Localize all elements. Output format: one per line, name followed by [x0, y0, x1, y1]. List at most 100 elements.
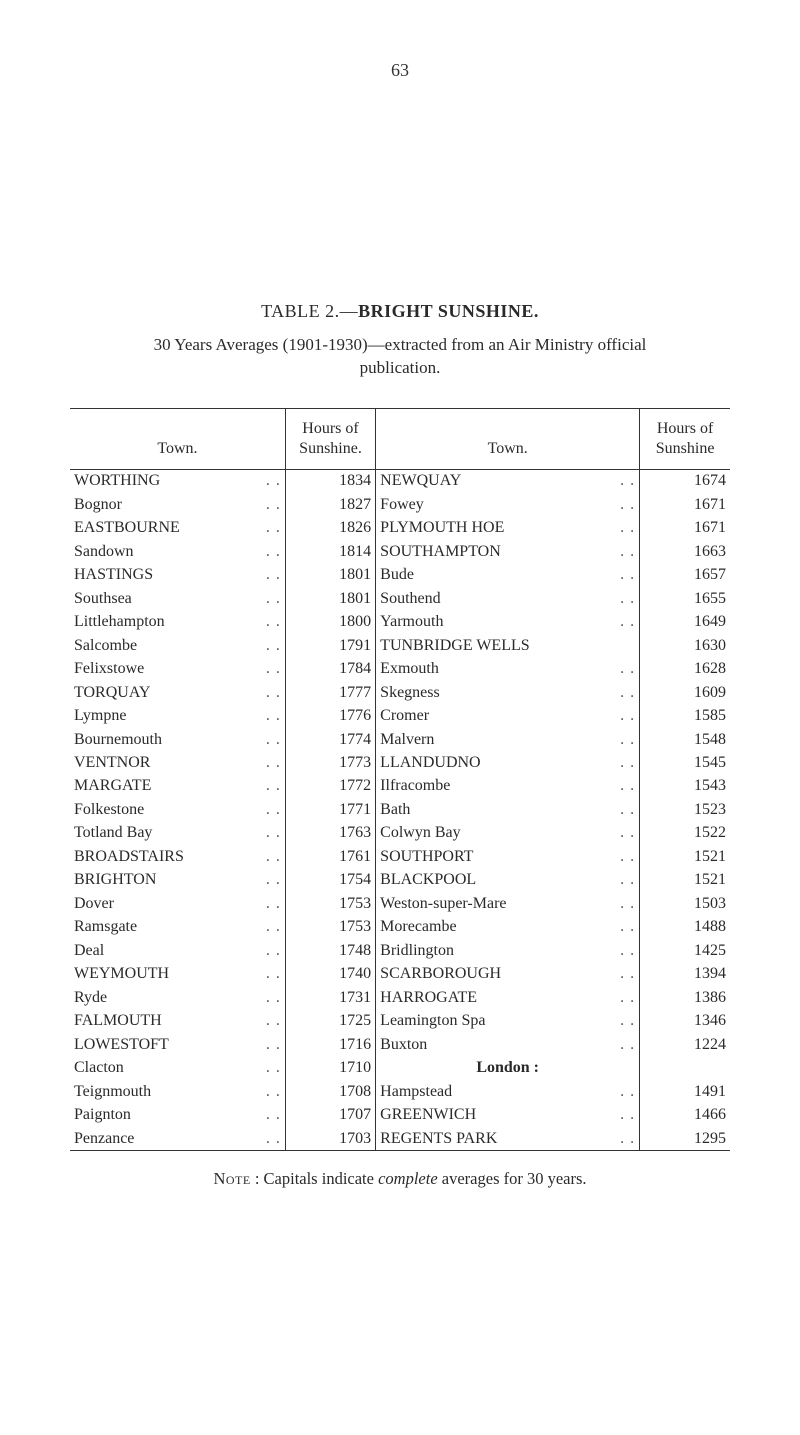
- town-cell-right: GREENWICH. .: [376, 1104, 640, 1127]
- town-cell-left: Penzance . .: [70, 1127, 285, 1150]
- town-cell-left: Salcombe . .: [70, 634, 285, 657]
- hours-cell-right: 1628: [640, 658, 730, 681]
- town-cell-right: Yarmouth. .: [376, 611, 640, 634]
- footnote-text-2: averages for 30 years.: [438, 1169, 587, 1188]
- footnote-text-1: Capitals indicate: [264, 1169, 379, 1188]
- footnote: Note : Capitals indicate complete averag…: [70, 1169, 730, 1189]
- table-row: Felixstowe . .1784Exmouth. .1628: [70, 658, 730, 681]
- town-cell-left: VENTNOR . .: [70, 752, 285, 775]
- town-cell-right: SOUTHAMPTON. .: [376, 540, 640, 563]
- hours-cell-right: 1425: [640, 939, 730, 962]
- hours-cell-right: 1548: [640, 728, 730, 751]
- town-cell-left: HASTINGS . .: [70, 564, 285, 587]
- hours-cell-right: 1655: [640, 587, 730, 610]
- town-cell-right: Ilfracombe. .: [376, 775, 640, 798]
- town-cell-left: Teignmouth . .: [70, 1080, 285, 1103]
- table-row: WEYMOUTH . .1740SCARBOROUGH. .1394: [70, 963, 730, 986]
- hours-cell-right: 1671: [640, 517, 730, 540]
- table-row: Littlehampton . .1800Yarmouth. .1649: [70, 611, 730, 634]
- table-row: VENTNOR . .1773LLANDUDNO. .1545: [70, 752, 730, 775]
- hours-cell-left: 1777: [285, 681, 375, 704]
- hours-cell-left: 1753: [285, 892, 375, 915]
- hours-cell-right: 1488: [640, 916, 730, 939]
- table-row: Totland Bay . .1763Colwyn Bay. .1522: [70, 822, 730, 845]
- hours-cell-right: 1394: [640, 963, 730, 986]
- sunshine-table: Town. Hours of Sunshine. Town. Hours of …: [70, 409, 730, 1151]
- hours-cell-right: 1671: [640, 493, 730, 516]
- table-row: Folkestone . .1771Bath. .1523: [70, 798, 730, 821]
- town-cell-left: Lympne . .: [70, 705, 285, 728]
- hours-cell-left: 1826: [285, 517, 375, 540]
- hours-cell-right: 1585: [640, 705, 730, 728]
- table-row: Salcombe . .1791TUNBRIDGE WELLS1630: [70, 634, 730, 657]
- table-row: Teignmouth . .1708Hampstead. .1491: [70, 1080, 730, 1103]
- town-cell-right: Exmouth. .: [376, 658, 640, 681]
- hours-cell-left: 1753: [285, 916, 375, 939]
- town-cell-right: London :: [376, 1057, 640, 1080]
- page-number: 63: [70, 0, 730, 81]
- town-cell-left: Clacton . .: [70, 1057, 285, 1080]
- table-row: TORQUAY . .1777Skegness. .1609: [70, 681, 730, 704]
- hours-cell-right: 1609: [640, 681, 730, 704]
- hours-cell-right: 1491: [640, 1080, 730, 1103]
- hours-cell-left: 1754: [285, 869, 375, 892]
- th-town-right: Town.: [376, 409, 640, 470]
- subtitle-line-2: publication.: [360, 358, 441, 377]
- sunshine-table-wrap: Town. Hours of Sunshine. Town. Hours of …: [70, 408, 730, 1152]
- hours-cell-left: 1772: [285, 775, 375, 798]
- hours-cell-right: 1663: [640, 540, 730, 563]
- hours-cell-left: 1708: [285, 1080, 375, 1103]
- table-row: Penzance . .1703REGENTS PARK. .1295: [70, 1127, 730, 1150]
- hours-cell-right: 1649: [640, 611, 730, 634]
- hours-cell-right: 1521: [640, 845, 730, 868]
- table-row: Ryde . .1731HARROGATE. .1386: [70, 986, 730, 1009]
- table-row: MARGATE . .1772Ilfracombe. .1543: [70, 775, 730, 798]
- town-cell-right: TUNBRIDGE WELLS: [376, 634, 640, 657]
- table-row: Sandown . .1814SOUTHAMPTON. .1663: [70, 540, 730, 563]
- hours-cell-left: 1773: [285, 752, 375, 775]
- caption-bold: BRIGHT SUNSHINE.: [358, 301, 539, 321]
- town-cell-right: PLYMOUTH HOE. .: [376, 517, 640, 540]
- table-row: FALMOUTH . .1725Leamington Spa. .1346: [70, 1010, 730, 1033]
- table-row: Deal . .1748Bridlington. .1425: [70, 939, 730, 962]
- subtitle-line-1: 30 Years Averages (1901-1930)—extracted …: [154, 335, 647, 354]
- table-row: Bournemouth . .1774Malvern. .1548: [70, 728, 730, 751]
- th-hours-right-l1: Hours of: [657, 420, 713, 437]
- hours-cell-right: 1386: [640, 986, 730, 1009]
- town-cell-right: Leamington Spa. .: [376, 1010, 640, 1033]
- town-cell-right: Hampstead. .: [376, 1080, 640, 1103]
- hours-cell-left: 1771: [285, 798, 375, 821]
- town-cell-right: BLACKPOOL. .: [376, 869, 640, 892]
- hours-cell-left: 1748: [285, 939, 375, 962]
- town-cell-right: Southend. .: [376, 587, 640, 610]
- town-cell-left: Ramsgate . .: [70, 916, 285, 939]
- town-cell-left: WORTHING . .: [70, 469, 285, 493]
- town-cell-right: Cromer. .: [376, 705, 640, 728]
- hours-cell-right: 1503: [640, 892, 730, 915]
- town-cell-right: Morecambe. .: [376, 916, 640, 939]
- town-cell-left: Sandown . .: [70, 540, 285, 563]
- hours-cell-left: 1761: [285, 845, 375, 868]
- hours-cell-right: 1521: [640, 869, 730, 892]
- town-cell-right: REGENTS PARK. .: [376, 1127, 640, 1150]
- town-cell-left: Dover . .: [70, 892, 285, 915]
- table-row: WORTHING . .1834NEWQUAY. .1674: [70, 469, 730, 493]
- town-cell-right: Fowey. .: [376, 493, 640, 516]
- town-cell-left: Folkestone . .: [70, 798, 285, 821]
- table-body: WORTHING . .1834NEWQUAY. .1674Bognor . .…: [70, 469, 730, 1150]
- footnote-prefix: Note: [213, 1169, 250, 1188]
- table-caption: TABLE 2.—BRIGHT SUNSHINE.: [70, 301, 730, 322]
- town-cell-left: Ryde . .: [70, 986, 285, 1009]
- hours-cell-left: 1801: [285, 587, 375, 610]
- th-hours-right: Hours of Sunshine: [640, 409, 730, 470]
- town-cell-left: Deal . .: [70, 939, 285, 962]
- table-subtitle: 30 Years Averages (1901-1930)—extracted …: [70, 334, 730, 380]
- town-cell-right: SOUTHPORT. .: [376, 845, 640, 868]
- th-hours-left: Hours of Sunshine.: [285, 409, 375, 470]
- hours-cell-left: 1763: [285, 822, 375, 845]
- town-cell-left: MARGATE . .: [70, 775, 285, 798]
- table-row: Ramsgate . .1753Morecambe. .1488: [70, 916, 730, 939]
- hours-cell-left: 1740: [285, 963, 375, 986]
- hours-cell-left: 1710: [285, 1057, 375, 1080]
- town-cell-right: Skegness. .: [376, 681, 640, 704]
